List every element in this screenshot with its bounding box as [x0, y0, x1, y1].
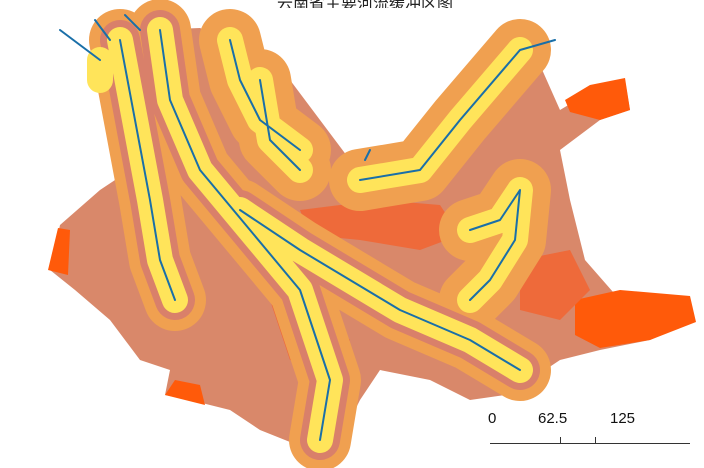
zone-deep-south — [165, 380, 205, 405]
zone-red-orange-1 — [300, 200, 460, 250]
scale-label-0: 0 — [488, 410, 497, 427]
scale-tick-mid — [560, 437, 561, 443]
scale-tick-right — [595, 437, 596, 443]
zone-deep-northeast — [565, 78, 630, 120]
zone-red-orange-2 — [520, 250, 590, 320]
map-title: 云南省主要河流缓冲区图 — [230, 0, 500, 8]
scale-label-125: 125 — [610, 410, 636, 427]
scale-line — [490, 443, 690, 444]
scale-label-62-5: 62.5 — [538, 410, 568, 427]
zone-deep-west — [48, 228, 70, 275]
zone-deep-east — [575, 290, 696, 348]
river-lines — [59, 14, 556, 441]
scale-bar: 0 62.5 125 — [488, 410, 698, 450]
